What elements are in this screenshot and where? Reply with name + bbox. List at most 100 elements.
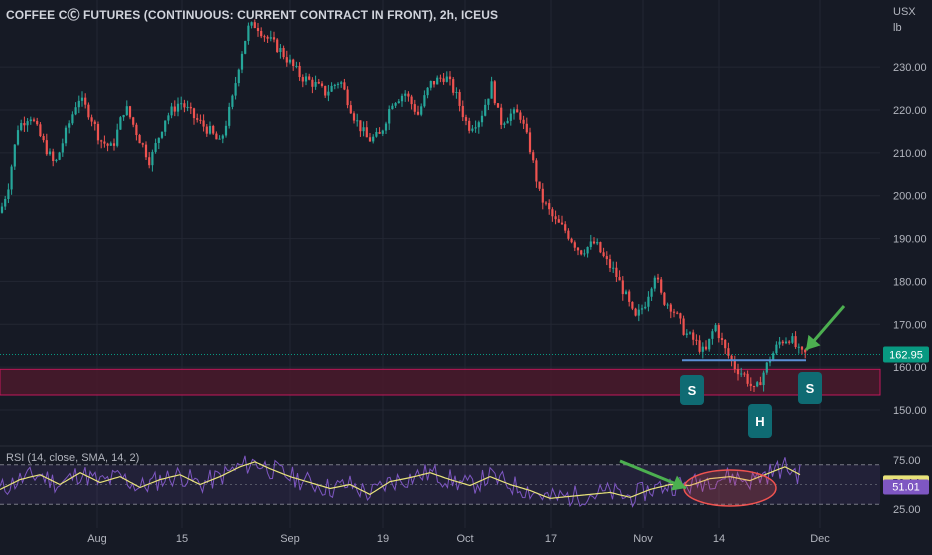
candles xyxy=(0,19,807,393)
candle-body xyxy=(164,120,167,132)
candle-body xyxy=(477,122,480,128)
candle-body xyxy=(544,202,548,204)
candle-body xyxy=(660,279,663,293)
candle-body xyxy=(576,247,580,251)
candle-body xyxy=(592,241,596,244)
candle-body xyxy=(413,104,416,112)
candle-body xyxy=(314,81,317,87)
candle-body xyxy=(311,79,314,87)
pattern-label-box xyxy=(798,372,822,404)
candle-body xyxy=(474,127,477,129)
candle-body xyxy=(231,95,234,107)
candle-body xyxy=(432,80,436,85)
candle-body xyxy=(573,242,576,248)
candle-body xyxy=(596,242,599,244)
candle-body xyxy=(634,308,637,316)
candle-body xyxy=(551,209,554,217)
candle-body xyxy=(285,57,288,63)
candle-body xyxy=(103,141,106,144)
candle-body xyxy=(144,144,148,158)
candle-body xyxy=(631,301,634,309)
candle-body xyxy=(80,97,84,101)
candle-body xyxy=(100,140,103,142)
candle-body xyxy=(196,118,199,120)
candle-body xyxy=(372,136,375,142)
candle-body xyxy=(119,117,122,130)
candle-body xyxy=(183,103,186,108)
candle-body xyxy=(583,253,586,255)
candle-body xyxy=(471,128,474,131)
pattern-label-h: H xyxy=(755,414,764,429)
candle-body xyxy=(695,339,698,341)
candle-body xyxy=(788,341,791,343)
candle-body xyxy=(532,152,535,161)
candle-body xyxy=(560,222,564,225)
candle-body xyxy=(276,39,279,53)
candle-body xyxy=(234,83,237,96)
x-tick-label: 14 xyxy=(713,533,725,545)
candle-body xyxy=(464,117,468,121)
candle-body xyxy=(212,125,215,134)
candle-body xyxy=(663,292,666,305)
rsi-value-box xyxy=(883,479,929,495)
grid xyxy=(0,0,932,528)
candle-body xyxy=(29,119,32,122)
candle-body xyxy=(503,123,506,125)
candle-body xyxy=(10,166,13,190)
rsi-panel xyxy=(0,455,880,508)
candle-body xyxy=(698,340,701,352)
y-tick-label: 230.00 xyxy=(893,62,927,74)
candle-body xyxy=(109,143,112,146)
candle-body xyxy=(20,123,23,131)
candle-body xyxy=(176,103,180,112)
support-zone-rect xyxy=(0,368,881,396)
candle-body xyxy=(64,127,68,144)
candle-body xyxy=(493,81,496,104)
candle-body xyxy=(756,382,759,387)
candle-body xyxy=(362,127,365,132)
candle-body xyxy=(775,344,778,354)
candle-body xyxy=(263,36,266,38)
axes: Aug 15 Sep 19 Oct 17 Nov 14 Dec 230.00 220.00 210.0… xyxy=(87,62,929,545)
candle-body xyxy=(727,348,730,356)
candle-body xyxy=(420,106,423,115)
candle-body xyxy=(189,106,192,109)
candle-body xyxy=(692,332,695,340)
candle-body xyxy=(455,92,458,94)
y-tick-label: 190.00 xyxy=(893,234,927,246)
candle-body xyxy=(525,123,528,133)
candle-body xyxy=(359,120,362,132)
candle-body xyxy=(61,143,64,153)
candle-body xyxy=(292,59,295,67)
candle-body xyxy=(468,120,471,131)
candle-body xyxy=(324,85,327,96)
candle-body xyxy=(375,131,378,137)
candle-body xyxy=(308,76,311,80)
candle-body xyxy=(772,353,775,361)
candle-body xyxy=(781,341,784,344)
candle-body xyxy=(586,246,589,254)
candle-body xyxy=(381,130,384,134)
candle-body xyxy=(676,312,679,314)
candle-body xyxy=(157,137,160,144)
candle-body xyxy=(541,188,544,203)
candle-body xyxy=(192,108,196,119)
rsi-title: RSI (14, close, SMA, 14, 2) xyxy=(6,452,140,464)
candle-body xyxy=(784,341,788,344)
candle-body xyxy=(679,313,682,319)
candle-body xyxy=(151,151,154,166)
candle-body xyxy=(87,104,90,118)
y-tick-label: 180.00 xyxy=(893,276,927,288)
candle-body xyxy=(26,121,29,126)
unit-label: lb xyxy=(893,22,902,34)
candle-body xyxy=(452,79,455,93)
candle-body xyxy=(535,160,538,182)
candle-body xyxy=(346,89,349,106)
y-tick-label: 170.00 xyxy=(893,319,927,331)
candle-body xyxy=(295,65,298,67)
candle-body xyxy=(538,181,541,189)
candle-body xyxy=(589,241,592,247)
candle-body xyxy=(506,120,509,124)
